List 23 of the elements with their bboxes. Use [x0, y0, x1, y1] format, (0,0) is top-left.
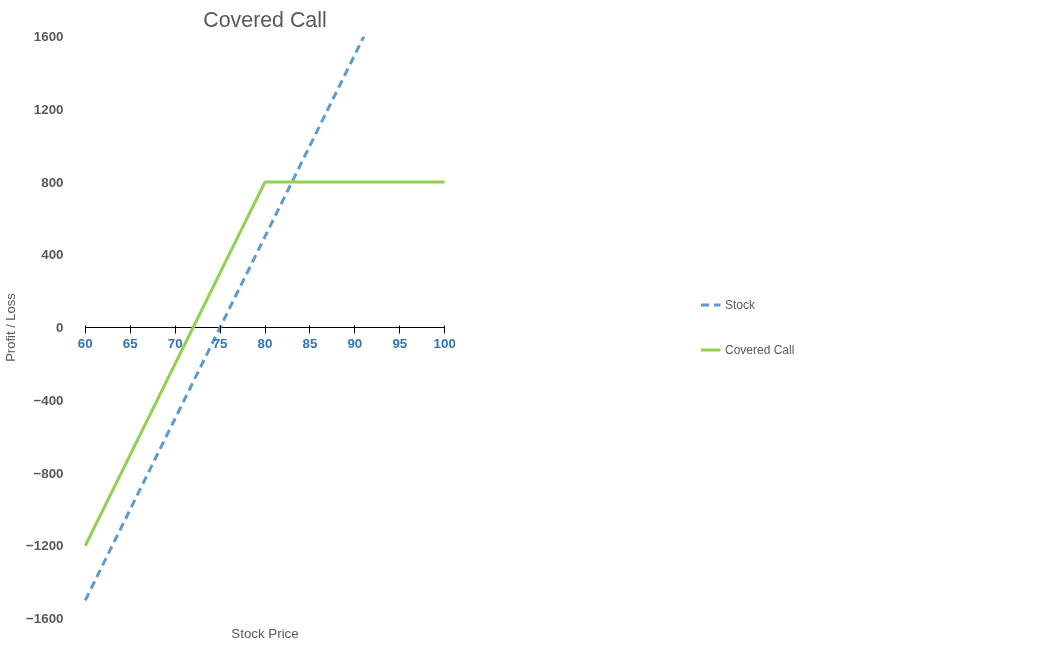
chart-title: Covered Call	[203, 7, 327, 32]
y-tick-label: −1600	[26, 611, 64, 626]
y-tick-label: 1600	[33, 29, 64, 44]
y-tick-label: −400	[33, 392, 64, 408]
x-tick-label: 100	[433, 335, 456, 351]
x-tick-label: 95	[392, 335, 408, 351]
legend-label: Covered Call	[725, 342, 796, 357]
legend-label: Stock	[725, 297, 756, 312]
y-tick-label: 800	[41, 174, 64, 190]
y-tick-label: 0	[56, 320, 64, 335]
x-tick-label: 65	[122, 335, 139, 351]
x-tick-label: 70	[167, 335, 183, 351]
x-tick-label: 80	[257, 335, 273, 351]
x-tick-label: 75	[212, 335, 229, 351]
x-tick-label: 85	[302, 335, 318, 351]
y-tick-label: 1200	[33, 101, 64, 117]
x-axis-title: Stock Price	[231, 625, 299, 641]
x-tick-label: 90	[347, 335, 363, 351]
y-tick-label: −800	[33, 465, 64, 481]
y-axis-title: Profit / Loss	[3, 292, 19, 362]
y-tick-label: −1200	[26, 538, 64, 554]
x-tick-label: 60	[77, 335, 93, 351]
y-tick-label: 400	[41, 247, 64, 263]
